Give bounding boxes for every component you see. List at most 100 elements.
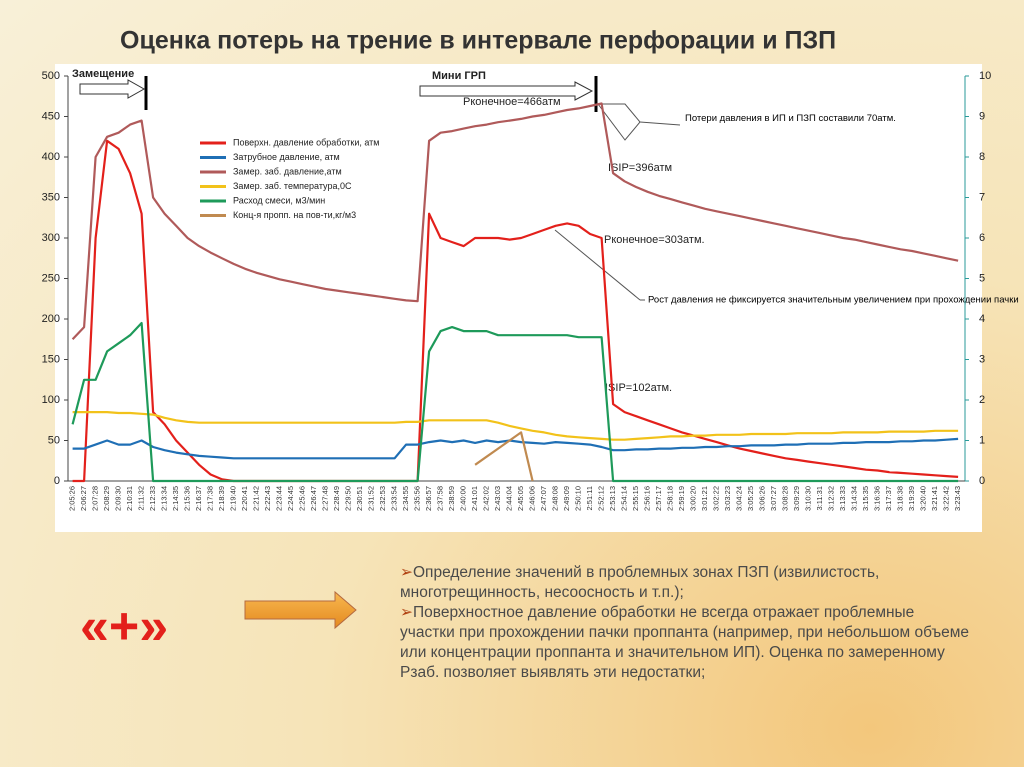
bullet-marker: ➢ — [400, 564, 413, 581]
x-tick-label: 3:23:43 — [953, 486, 962, 511]
series-line — [474, 431, 534, 482]
x-tick-label: 2:46:06 — [528, 486, 537, 511]
y2-tick-label: 10 — [979, 70, 991, 82]
plus-sign: «+» — [80, 598, 168, 656]
x-tick-label: 3:15:35 — [861, 486, 870, 511]
bullet-text: Поверхностное давление обработки не всег… — [400, 604, 970, 681]
x-tick-label: 2:14:35 — [171, 486, 180, 511]
x-tick-label: 2:35:56 — [413, 486, 422, 511]
x-tick-label: 2:49:09 — [562, 486, 571, 511]
x-tick-label: 2:41:01 — [470, 486, 479, 511]
bullet-text: Определение значений в проблемных зонах … — [400, 564, 880, 601]
y-tick-label: 200 — [42, 313, 60, 325]
x-tick-label: 2:12:33 — [148, 486, 157, 511]
x-tick-label: 2:45:05 — [516, 486, 525, 511]
y-tick-label: 0 — [54, 475, 60, 487]
y2-tick-label: 7 — [979, 191, 985, 203]
x-tick-label: 3:12:32 — [827, 486, 836, 511]
x-tick-label: 2:33:54 — [390, 486, 399, 511]
x-tick-label: 2:34:55 — [401, 486, 410, 511]
y2-tick-label: 9 — [979, 110, 985, 122]
x-tick-label: 2:24:45 — [286, 486, 295, 511]
x-tick-label: 2:29:50 — [344, 486, 353, 511]
y2-tick-label: 5 — [979, 272, 985, 284]
x-tick-label: 2:23:44 — [275, 486, 284, 511]
y2-tick-label: 3 — [979, 353, 985, 365]
annotation: Pконечное=466атм — [463, 96, 561, 108]
x-tick-label: 2:05:26 — [68, 486, 77, 511]
x-tick-label: 2:42:02 — [482, 486, 491, 511]
x-tick-label: 2:07:28 — [91, 486, 100, 511]
x-tick-label: 2:55:15 — [631, 486, 640, 511]
bullet: ➢Определение значений в проблемных зонах… — [400, 563, 970, 603]
y2-tick-label: 8 — [979, 151, 985, 163]
legend-label: Замер. заб. температура,0С — [233, 181, 352, 191]
annotation: ISIP=396атм — [608, 162, 672, 174]
x-tick-label: 2:51:11 — [585, 486, 594, 510]
phase-arrow — [419, 81, 594, 101]
x-tick-label: 3:08:28 — [781, 486, 790, 511]
y-tick-label: 350 — [42, 191, 60, 203]
x-tick-label: 2:43:03 — [493, 486, 502, 511]
bullet: ➢Поверхностное давление обработки не все… — [400, 603, 970, 683]
x-tick-label: 2:57:17 — [654, 486, 663, 511]
y2-tick-label: 4 — [979, 313, 985, 325]
x-tick-label: 3:10:30 — [804, 486, 813, 511]
x-tick-label: 3:13:33 — [838, 486, 847, 511]
x-tick-label: 3:01:21 — [700, 486, 709, 511]
x-tick-label: 2:31:52 — [367, 486, 376, 511]
x-tick-label: 3:05:25 — [746, 486, 755, 511]
legend-label: Замер. заб. давление,атм — [233, 166, 342, 176]
x-tick-label: 2:53:13 — [608, 486, 617, 511]
x-tick-label: 3:20:40 — [919, 486, 928, 511]
x-tick-label: 2:37:58 — [436, 486, 445, 511]
x-tick-label: 3:09:29 — [792, 486, 801, 511]
x-tick-label: 2:27:48 — [321, 486, 330, 511]
y-tick-label: 500 — [42, 70, 60, 82]
x-tick-label: 2:06:27 — [79, 486, 88, 511]
annotation: ISIP=102атм. — [605, 382, 672, 394]
x-tick-label: 3:06:26 — [758, 486, 767, 511]
y-tick-label: 300 — [42, 232, 60, 244]
annotation: Рост давления не фиксируется значительны… — [648, 295, 1019, 306]
x-tick-label: 2:38:59 — [447, 486, 456, 511]
x-tick-label: 2:36:57 — [424, 486, 433, 511]
callout-line — [639, 121, 681, 126]
x-tick-label: 2:09:30 — [114, 486, 123, 511]
bullet-list: ➢Определение значений в проблемных зонах… — [400, 563, 970, 683]
y2-tick-label: 1 — [979, 434, 985, 446]
x-tick-label: 2:26:47 — [309, 486, 318, 511]
series-line — [72, 411, 959, 441]
x-tick-label: 2:08:29 — [102, 486, 111, 511]
x-tick-label: 2:40:00 — [459, 486, 468, 511]
x-tick-label: 2:30:51 — [355, 486, 364, 511]
arrow — [244, 590, 357, 630]
x-tick-label: 2:28:49 — [332, 486, 341, 511]
x-tick-label: 2:16:37 — [194, 486, 203, 511]
y2-tick-label: 0 — [979, 475, 985, 487]
x-tick-label: 2:15:36 — [183, 486, 192, 511]
y2-tick-label: 6 — [979, 232, 985, 244]
series-line — [72, 437, 959, 460]
x-tick-label: 2:20:41 — [240, 486, 249, 511]
x-tick-label: 3:21:41 — [930, 486, 939, 511]
legend-label: Затрубное давление, атм — [233, 152, 340, 162]
x-tick-label: 2:52:12 — [597, 486, 606, 511]
x-tick-label: 2:13:34 — [160, 486, 169, 511]
bullet-marker: ➢ — [400, 604, 413, 621]
series-line — [71, 321, 959, 483]
x-tick-label: 3:11:31 — [815, 486, 824, 510]
annotation: Мини ГРП — [432, 70, 486, 82]
x-tick-label: 3:07:27 — [769, 486, 778, 511]
x-tick-label: 2:54:14 — [620, 486, 629, 511]
annotation: Потери давления в ИП и ПЗП составили 70а… — [685, 113, 896, 124]
y-tick-label: 450 — [42, 110, 60, 122]
x-tick-label: 3:18:38 — [896, 486, 905, 511]
x-tick-label: 3:04:24 — [735, 486, 744, 511]
y-tick-label: 100 — [42, 394, 60, 406]
x-tick-label: 3:17:37 — [884, 486, 893, 511]
legend-label: Поверхн. давление обработки, атм — [233, 137, 379, 147]
x-tick-label: 3:00:20 — [689, 486, 698, 511]
